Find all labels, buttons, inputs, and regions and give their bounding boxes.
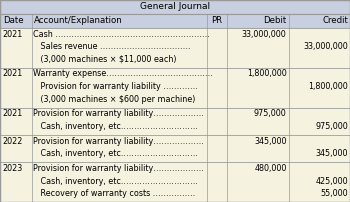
Text: 975,000: 975,000 bbox=[315, 122, 348, 131]
Text: Recovery of warranty costs …………….: Recovery of warranty costs ……………. bbox=[33, 189, 195, 198]
Text: Cash ………………………………………………….: Cash …………………………………………………. bbox=[33, 29, 210, 39]
Text: 1,800,000: 1,800,000 bbox=[308, 82, 348, 91]
Text: 33,000,000: 33,000,000 bbox=[303, 42, 348, 51]
Text: Cash, inventory, etc.……………………….: Cash, inventory, etc.………………………. bbox=[33, 149, 198, 158]
Text: Credit: Credit bbox=[322, 16, 348, 25]
Text: (3,000 machines × $11,000 each): (3,000 machines × $11,000 each) bbox=[33, 55, 176, 64]
Text: (3,000 machines × $600 per machine): (3,000 machines × $600 per machine) bbox=[33, 95, 195, 104]
Text: General Journal: General Journal bbox=[140, 2, 210, 12]
FancyBboxPatch shape bbox=[0, 0, 350, 14]
Text: Provision for warranty liability……………….: Provision for warranty liability………………. bbox=[33, 137, 204, 146]
Text: 2021: 2021 bbox=[2, 29, 23, 39]
Text: 425,000: 425,000 bbox=[315, 177, 348, 185]
Text: 2021: 2021 bbox=[2, 109, 23, 118]
Text: Date: Date bbox=[3, 16, 23, 25]
Text: 345,000: 345,000 bbox=[254, 137, 287, 146]
Text: Debit: Debit bbox=[264, 16, 287, 25]
Text: PR: PR bbox=[211, 16, 223, 25]
Text: Warranty expense………………………………….: Warranty expense…………………………………. bbox=[33, 69, 213, 78]
Text: 2023: 2023 bbox=[2, 164, 23, 173]
Text: 33,000,000: 33,000,000 bbox=[242, 29, 287, 39]
FancyBboxPatch shape bbox=[0, 162, 350, 202]
Text: Provision for warranty liability ………….: Provision for warranty liability …………. bbox=[33, 82, 198, 91]
FancyBboxPatch shape bbox=[0, 68, 350, 107]
Text: 55,000: 55,000 bbox=[320, 189, 348, 198]
Text: 2021: 2021 bbox=[2, 69, 23, 78]
FancyBboxPatch shape bbox=[0, 14, 350, 28]
Text: Sales revenue …………………………….: Sales revenue ……………………………. bbox=[33, 42, 190, 51]
Text: 975,000: 975,000 bbox=[254, 109, 287, 118]
Text: 345,000: 345,000 bbox=[315, 149, 348, 158]
Text: Provision for warranty liability……………….: Provision for warranty liability………………. bbox=[33, 109, 204, 118]
Text: Cash, inventory, etc.……………………….: Cash, inventory, etc.………………………. bbox=[33, 177, 198, 185]
Text: Provision for warranty liability……………….: Provision for warranty liability………………. bbox=[33, 164, 204, 173]
Text: Cash, inventory, etc.……………………….: Cash, inventory, etc.………………………. bbox=[33, 122, 198, 131]
Text: Account/Explanation: Account/Explanation bbox=[34, 16, 123, 25]
FancyBboxPatch shape bbox=[0, 107, 350, 135]
FancyBboxPatch shape bbox=[0, 135, 350, 162]
Text: 2022: 2022 bbox=[2, 137, 23, 146]
Text: 480,000: 480,000 bbox=[254, 164, 287, 173]
FancyBboxPatch shape bbox=[0, 28, 350, 68]
Text: 1,800,000: 1,800,000 bbox=[247, 69, 287, 78]
